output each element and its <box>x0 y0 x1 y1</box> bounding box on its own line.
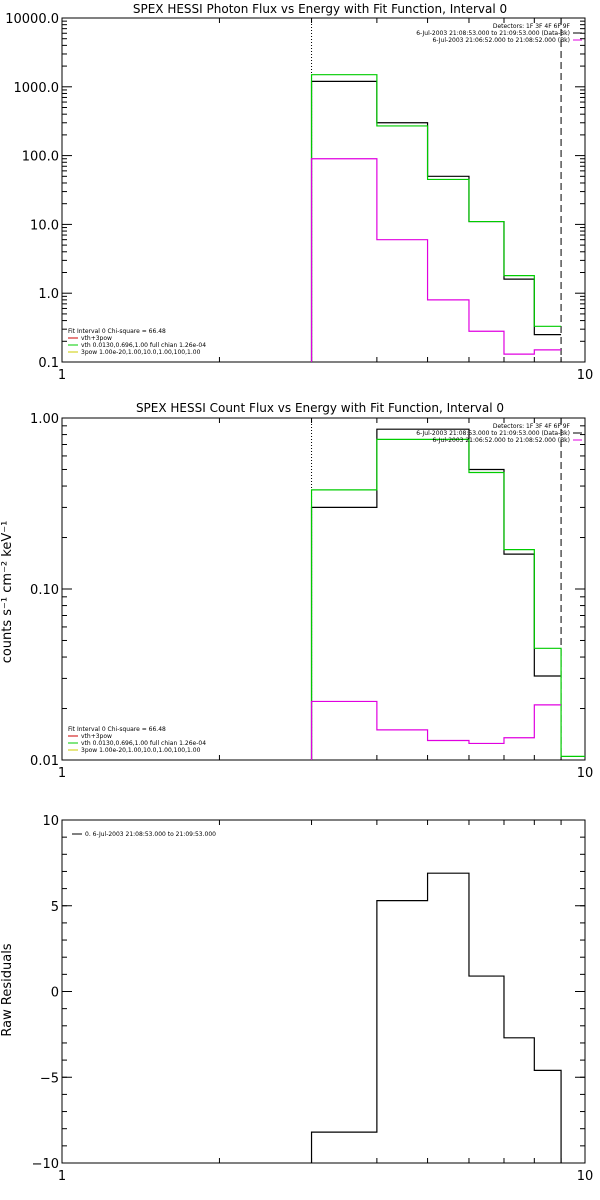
x-tick-label: 10 <box>577 1169 594 1184</box>
data-series-step-line <box>310 74 562 362</box>
y-tick-label: 1.00 <box>30 412 59 427</box>
x-tick-label: 1 <box>58 368 66 383</box>
plot-frame <box>61 819 586 1164</box>
fit-legend-text: vth 0.0130,0.696,1.00 full chian 1.26e-0… <box>81 740 206 747</box>
y-tick-label: 0.10 <box>30 583 59 598</box>
y-tick-label: 0.01 <box>30 754 59 769</box>
y-tick-label: 100.0 <box>22 150 59 165</box>
x-tick-label: 1 <box>58 766 66 781</box>
count-flux-panel: SPEX HESSI Count Flux vs Energy with Fit… <box>0 401 593 781</box>
info-text: Detectors: 1F 3F 4F 6F 9F <box>493 423 571 430</box>
photon-flux-panel: SPEX HESSI Photon Flux vs Energy with Fi… <box>5 2 593 383</box>
y-tick-label: 5 <box>51 900 59 915</box>
fit-legend-text: 3pow 1.00e-20,1.00,10.0,1.00,100,1.00 <box>81 747 201 754</box>
info-text: 6-Jul-2003 21:06:52.000 to 21:08:52.000 … <box>432 37 570 44</box>
fit-legend-text: vth+3pow <box>81 733 112 740</box>
y-tick-label: 1.0 <box>38 287 59 302</box>
fit-legend-text: Fit Interval 0 Chi-square = 66.48 <box>68 328 166 335</box>
fit-legend-text: Fit Interval 0 Chi-square = 66.48 <box>68 726 166 733</box>
fit-legend-text: vth 0.0130,0.696,1.00 full chian 1.26e-0… <box>81 342 206 349</box>
fit-legend-text: 3pow 1.00e-20,1.00,10.0,1.00,100,1.00 <box>81 349 201 356</box>
y-tick-label: 10.0 <box>30 218 59 233</box>
data-series-step-line <box>310 872 562 1163</box>
x-tick-label: 1 <box>58 1169 66 1184</box>
x-tick-label: 10 <box>577 766 594 781</box>
info-text: 6-Jul-2003 21:08:53.000 to 21:09:53.000 … <box>416 30 570 37</box>
info-text: 6-Jul-2003 21:08:53.000 to 21:09:53.000 … <box>416 430 570 437</box>
y-tick-label: 0.1 <box>38 356 59 371</box>
data-series-step-line <box>310 428 562 760</box>
data-series-step-line <box>310 80 562 362</box>
y-tick-label: 0 <box>51 986 59 1001</box>
fit-legend-text: vth+3pow <box>81 335 112 342</box>
plot-frame <box>61 17 586 363</box>
y-tick-label: 10 <box>42 814 59 829</box>
y-axis-label: Raw Residuals <box>0 943 15 1036</box>
y-tick-label: 10000.0 <box>5 12 59 27</box>
panel-title: SPEX HESSI Count Flux vs Energy with Fit… <box>136 401 504 415</box>
legend-text: 0. 6-Jul-2003 21:08:53.000 to 21:09:53.0… <box>85 831 216 838</box>
plot-frame <box>61 417 586 761</box>
panel-title: SPEX HESSI Photon Flux vs Energy with Fi… <box>133 2 507 16</box>
x-tick-label: 10 <box>577 368 594 383</box>
residuals-panel: Raw Residuals 1 10 −10 −5 0 5 10 0. 6-Jul-2003 … <box>0 814 593 1184</box>
y-tick-label: −10 <box>32 1157 59 1172</box>
data-series-step-line <box>310 438 585 760</box>
y-axis-label: counts s⁻¹ cm⁻² keV⁻¹ <box>0 521 15 664</box>
y-tick-label: −5 <box>40 1071 59 1086</box>
info-text: 6-Jul-2003 21:06:52.000 to 21:08:52.000 … <box>432 437 570 444</box>
y-tick-label: 1000.0 <box>14 81 60 96</box>
data-series-step-line <box>310 700 562 760</box>
info-text: Detectors: 1F 3F 4F 6F 9F <box>493 23 571 30</box>
data-series-step-line <box>310 158 562 362</box>
